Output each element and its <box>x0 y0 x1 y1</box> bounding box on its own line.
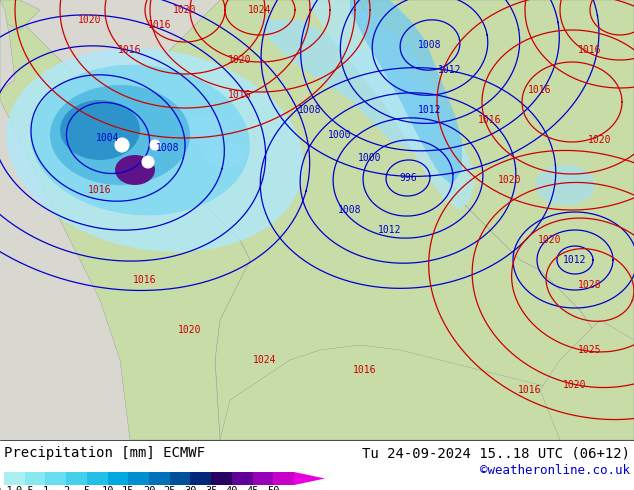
Polygon shape <box>228 105 256 160</box>
Bar <box>128 472 149 485</box>
Text: 1028: 1028 <box>578 280 602 290</box>
Text: 1000: 1000 <box>358 153 382 163</box>
Circle shape <box>150 140 160 150</box>
Bar <box>46 472 66 485</box>
Polygon shape <box>260 20 440 150</box>
Text: 1020: 1020 <box>228 55 252 65</box>
Text: 1020: 1020 <box>538 235 562 245</box>
Text: 1016: 1016 <box>353 365 377 375</box>
FancyArrow shape <box>294 472 325 485</box>
Bar <box>108 472 128 485</box>
Text: 20: 20 <box>143 486 155 490</box>
Text: 1024: 1024 <box>253 355 277 365</box>
Text: 1004: 1004 <box>96 133 120 143</box>
Text: 40: 40 <box>226 486 238 490</box>
Text: 1016: 1016 <box>478 115 501 125</box>
Ellipse shape <box>30 65 250 215</box>
Text: Precipitation [mm] ECMWF: Precipitation [mm] ECMWF <box>4 446 205 460</box>
Text: 1020: 1020 <box>78 15 101 25</box>
Bar <box>25 472 46 485</box>
Bar <box>252 472 273 485</box>
Text: 45: 45 <box>247 486 259 490</box>
Ellipse shape <box>180 115 230 145</box>
Text: Tu 24-09-2024 15..18 UTC (06+12): Tu 24-09-2024 15..18 UTC (06+12) <box>362 446 630 460</box>
Ellipse shape <box>205 143 245 168</box>
Polygon shape <box>100 0 634 440</box>
Text: 1016: 1016 <box>88 185 112 195</box>
Text: 35: 35 <box>205 486 217 490</box>
Text: 1020: 1020 <box>498 175 522 185</box>
Bar <box>170 472 190 485</box>
Text: 1020: 1020 <box>178 325 202 335</box>
Bar <box>4 472 25 485</box>
Polygon shape <box>540 320 634 440</box>
Text: 0.5: 0.5 <box>15 486 34 490</box>
Text: 1016: 1016 <box>518 385 541 395</box>
Ellipse shape <box>115 155 155 185</box>
Text: 5: 5 <box>84 486 90 490</box>
Text: 25: 25 <box>164 486 176 490</box>
Text: 1016: 1016 <box>578 45 602 55</box>
Text: 1016: 1016 <box>133 275 157 285</box>
Polygon shape <box>360 0 634 360</box>
Text: 10: 10 <box>101 486 114 490</box>
Polygon shape <box>0 0 250 440</box>
Text: 1025: 1025 <box>578 345 602 355</box>
Ellipse shape <box>50 85 190 185</box>
Text: 1016: 1016 <box>148 20 172 30</box>
Ellipse shape <box>60 100 140 160</box>
Bar <box>149 472 170 485</box>
Text: 1020: 1020 <box>563 380 586 390</box>
Polygon shape <box>0 0 40 30</box>
Bar <box>211 472 232 485</box>
Text: 1016: 1016 <box>119 45 142 55</box>
Bar <box>232 472 252 485</box>
Text: 1012: 1012 <box>418 105 442 115</box>
Text: 1008: 1008 <box>418 40 442 50</box>
Text: 1012: 1012 <box>438 65 462 75</box>
Polygon shape <box>350 0 462 185</box>
Text: 1012: 1012 <box>563 255 586 265</box>
Circle shape <box>115 138 129 152</box>
Text: 1024: 1024 <box>249 5 272 15</box>
Text: 1: 1 <box>42 486 49 490</box>
Text: 1008: 1008 <box>339 205 362 215</box>
Text: 1008: 1008 <box>298 105 321 115</box>
Ellipse shape <box>6 48 304 252</box>
Text: 996: 996 <box>399 173 417 183</box>
Polygon shape <box>220 345 634 440</box>
Ellipse shape <box>535 165 595 205</box>
Text: 1020: 1020 <box>588 135 612 145</box>
Bar <box>87 472 108 485</box>
Text: 50: 50 <box>267 486 280 490</box>
Text: 2: 2 <box>63 486 69 490</box>
Text: 1008: 1008 <box>156 143 180 153</box>
Text: 1012: 1012 <box>378 225 402 235</box>
Bar <box>190 472 211 485</box>
Bar <box>66 472 87 485</box>
Text: 0.1: 0.1 <box>0 486 13 490</box>
Text: 1020: 1020 <box>173 5 197 15</box>
Text: 1016: 1016 <box>228 90 252 100</box>
Text: ©weatheronline.co.uk: ©weatheronline.co.uk <box>480 464 630 477</box>
Text: 30: 30 <box>184 486 197 490</box>
Text: 15: 15 <box>122 486 134 490</box>
Polygon shape <box>0 0 15 90</box>
Text: 1000: 1000 <box>328 130 352 140</box>
Bar <box>273 472 294 485</box>
Text: 1016: 1016 <box>528 85 552 95</box>
Polygon shape <box>310 0 475 210</box>
Polygon shape <box>216 122 232 148</box>
Circle shape <box>142 156 154 168</box>
